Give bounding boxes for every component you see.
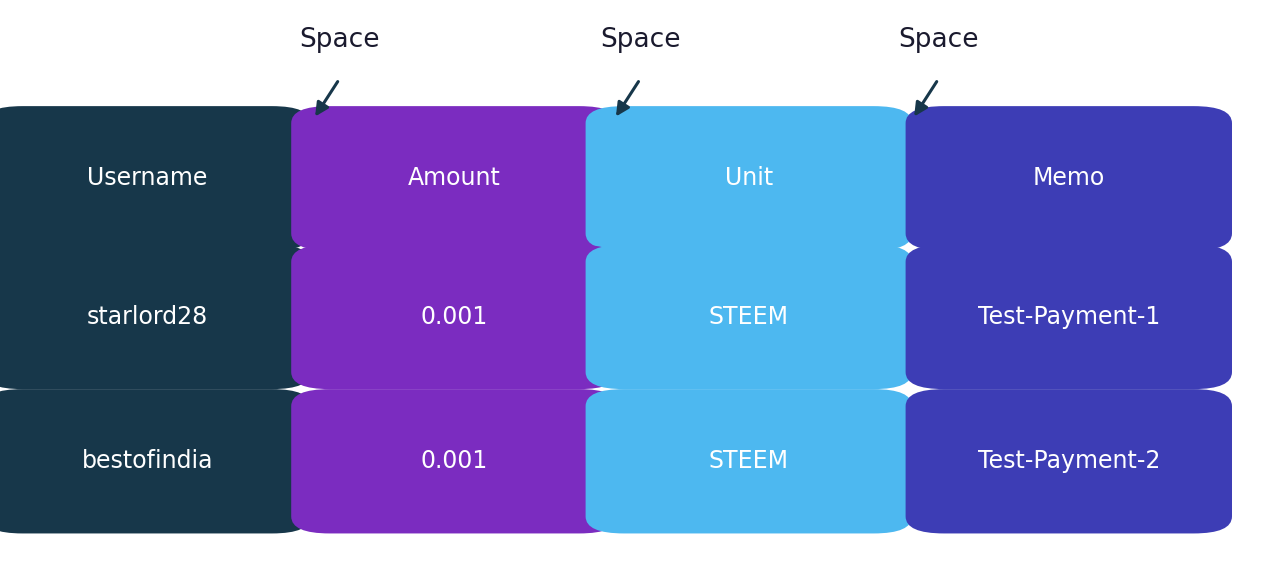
FancyBboxPatch shape [291,389,617,533]
FancyBboxPatch shape [906,389,1231,533]
Text: Memo: Memo [1033,166,1105,190]
Text: Test-Payment-2: Test-Payment-2 [978,449,1160,473]
Text: STEEM: STEEM [709,305,788,329]
FancyBboxPatch shape [291,106,617,250]
FancyBboxPatch shape [585,389,911,533]
Text: Test-Payment-1: Test-Payment-1 [978,305,1160,329]
FancyBboxPatch shape [585,245,911,389]
FancyBboxPatch shape [0,245,310,389]
FancyBboxPatch shape [906,245,1231,389]
Text: STEEM: STEEM [709,449,788,473]
Text: Space: Space [899,27,978,53]
FancyBboxPatch shape [906,106,1231,250]
Text: starlord28: starlord28 [87,305,207,329]
FancyBboxPatch shape [291,245,617,389]
Text: Space: Space [300,27,379,53]
Text: Username: Username [87,166,207,190]
Text: bestofindia: bestofindia [82,449,212,473]
FancyBboxPatch shape [0,106,310,250]
FancyBboxPatch shape [585,106,911,250]
FancyBboxPatch shape [0,389,310,533]
Text: Space: Space [600,27,680,53]
Text: 0.001: 0.001 [421,449,488,473]
Text: Unit: Unit [724,166,773,190]
Text: Amount: Amount [408,166,500,190]
Text: 0.001: 0.001 [421,305,488,329]
